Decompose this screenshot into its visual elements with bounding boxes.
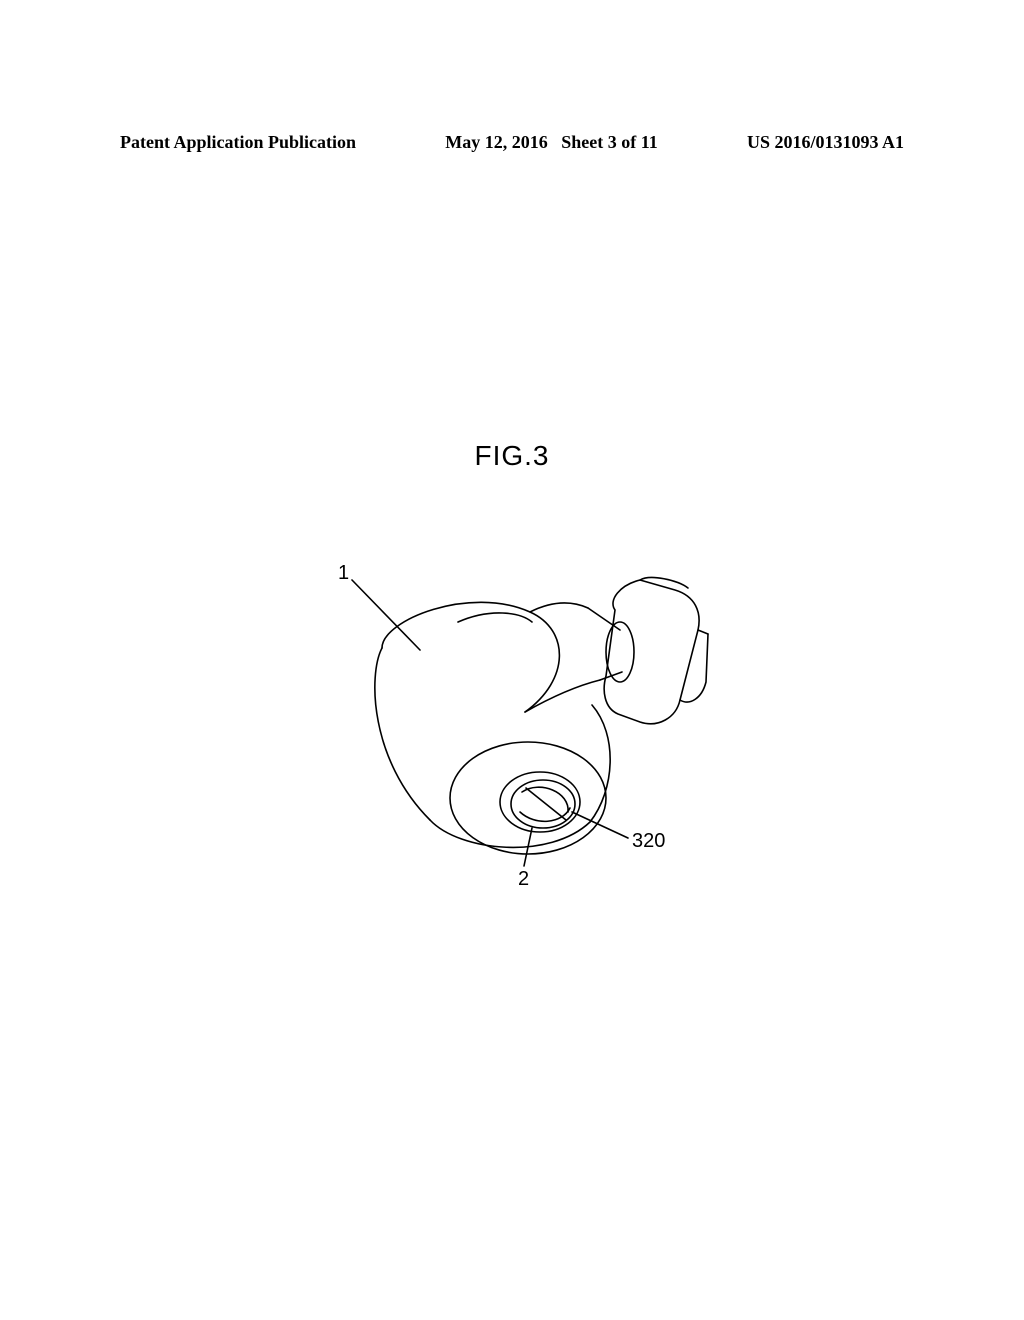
patent-figure: 1 2 320 [270,530,750,910]
figure-svg [270,530,750,910]
callout-2: 2 [518,868,529,891]
page-header: Patent Application Publication May 12, 2… [0,132,1024,153]
publication-label: Patent Application Publication [120,132,356,153]
sheet-text: Sheet 3 of 11 [561,132,658,152]
publication-number: US 2016/0131093 A1 [747,132,904,153]
callout-1: 1 [338,562,349,585]
publication-date: May 12, 2016 Sheet 3 of 11 [445,132,658,153]
date-text: May 12, 2016 [445,132,548,152]
callout-320: 320 [632,830,665,853]
figure-label: FIG.3 [0,440,1024,472]
